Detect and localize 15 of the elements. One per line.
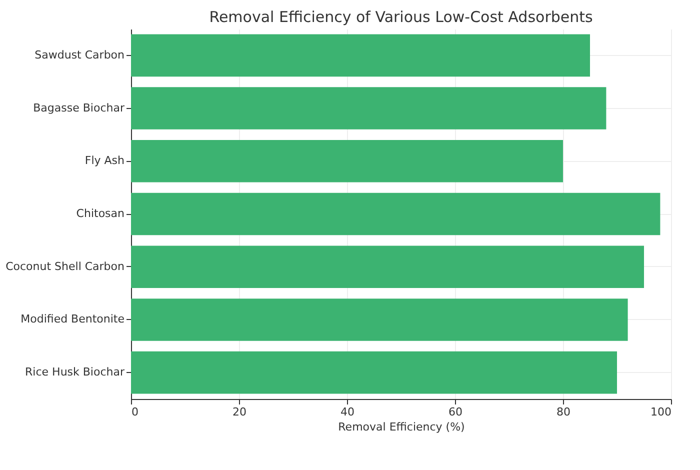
- x-axis-title: Removal Efficiency (%): [338, 420, 465, 434]
- y-tick-label: Modified Bentonite: [20, 312, 125, 326]
- x-tick-label: 100: [650, 406, 672, 418]
- x-tick-label: 60: [448, 406, 462, 418]
- x-tick-label: 20: [232, 406, 246, 418]
- x-tick-label: 0: [132, 406, 138, 418]
- y-tick-label: Sawdust Carbon: [34, 48, 125, 62]
- x-tick-label: 40: [340, 406, 354, 418]
- y-tick-label: Coconut Shell Carbon: [6, 260, 125, 273]
- y-tick-label: Rice Husk Biochar: [25, 366, 125, 379]
- x-tick-label: 80: [556, 406, 570, 418]
- y-tick-label: Fly Ash: [84, 154, 125, 168]
- y-tick-label: Bagasse Biochar: [33, 101, 125, 114]
- chart-title: Removal Efficiency of Various Low-Cost Adsorbents: [209, 8, 593, 26]
- y-tick-label: Chitosan: [76, 207, 125, 220]
